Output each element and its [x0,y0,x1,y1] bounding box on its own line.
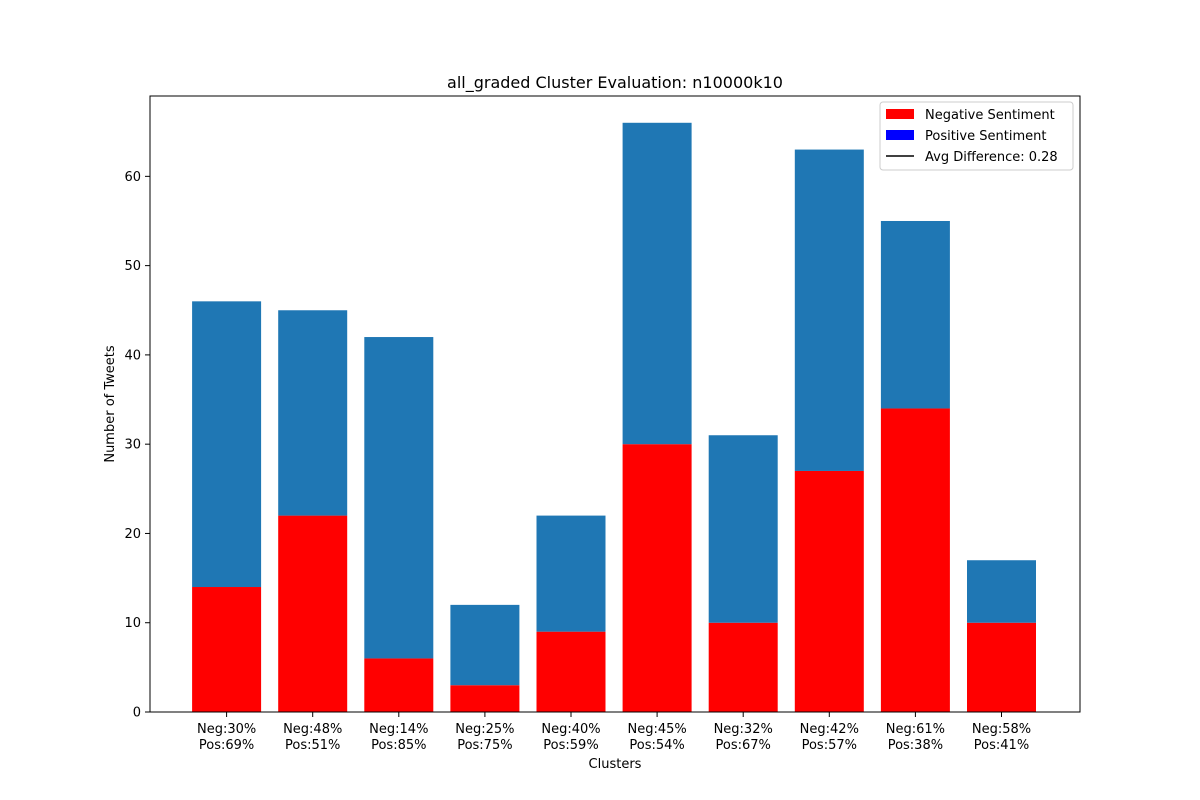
bar-series1-cluster-5 [536,631,606,712]
x-tick-label: Neg:25% [455,722,514,737]
plot-frame [149,95,1081,713]
legend-frame [879,101,1074,171]
x-tick-label: Neg:58% [972,722,1031,737]
bar-series1-cluster-4 [450,685,520,712]
y-axis-label: Number of Tweets [103,345,118,463]
x-tick-label: Pos:54% [629,738,684,753]
x-tick-label: Neg:40% [541,722,600,737]
x-tick-label: Neg:42% [800,722,859,737]
bar-series2-cluster-10 [967,560,1036,623]
x-tick-label: Pos:85% [371,738,426,753]
x-tick-label: Pos:41% [974,738,1029,753]
y-tick-label: 10 [124,616,141,631]
x-tick-label: Pos:67% [716,738,771,753]
legend-label-1: Negative Sentiment [925,108,1055,123]
bar-series2-cluster-2 [278,310,348,516]
legend-label-2: Positive Sentiment [925,129,1046,144]
x-tick-label: Pos:69% [199,738,254,753]
bar-series2-cluster-6 [622,122,692,445]
legend-swatch-2 [886,130,914,140]
legend-swatch-1 [886,109,914,119]
y-tick-label: 60 [124,170,141,185]
bar-series2-cluster-8 [794,149,864,471]
y-tick-label: 50 [124,259,141,274]
chart-title: all_graded Cluster Evaluation: n10000k10 [447,73,783,93]
x-tick-label: Pos:51% [285,738,340,753]
legend: Negative Sentiment Positive Sentiment Avg … [879,101,1074,171]
x-tick-label: Neg:61% [886,722,945,737]
bar-series1-cluster-6 [622,444,692,712]
bar-series1-cluster-8 [794,470,864,712]
x-tick-label: Neg:30% [197,722,256,737]
bar-series2-cluster-9 [880,220,950,409]
bar-series2-cluster-7 [708,435,778,623]
bar-series1-cluster-3 [364,658,434,712]
x-tick-label: Neg:32% [714,722,773,737]
y-tick-label: 20 [124,527,141,542]
x-tick-label: Pos:57% [802,738,857,753]
x-axis: Neg:30%Pos:69% Neg:48%Pos:51% Neg:14%Pos:8… [197,712,1031,753]
x-tick-label: Pos:75% [457,738,512,753]
y-tick-label: 30 [124,438,141,453]
bar-series2-cluster-1 [192,301,262,588]
x-tick-label: Neg:48% [283,722,342,737]
bar-series1-cluster-2 [278,515,348,712]
y-tick-label: 0 [133,706,141,721]
x-tick-label: Neg:14% [369,722,428,737]
bar-series1-cluster-10 [967,622,1036,712]
bar-series2-cluster-5 [536,515,606,632]
x-tick-label: Neg:45% [627,722,686,737]
bar-series1-cluster-7 [708,622,778,712]
x-axis-label: Clusters [589,757,642,772]
bar-series2-cluster-3 [364,337,434,659]
y-axis: 0 10 20 30 40 50 60 [124,170,150,721]
bar-series2-cluster-4 [450,604,520,686]
bar-series1-cluster-1 [192,587,262,712]
x-tick-label: Pos:38% [888,738,943,753]
bar-series1-cluster-9 [880,408,950,712]
y-tick-label: 40 [124,348,141,363]
bars-layer [192,122,1036,712]
legend-label-3: Avg Difference: 0.28 [925,150,1058,165]
x-tick-label: Pos:59% [543,738,598,753]
